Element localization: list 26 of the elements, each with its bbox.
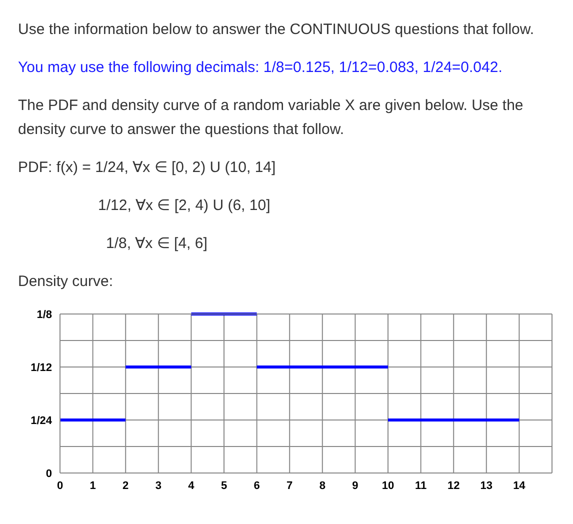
- y-tick-label: 1/12: [30, 362, 52, 374]
- x-tick-label: 1: [90, 480, 96, 492]
- x-tick-label: 5: [220, 480, 228, 492]
- text: 1/8, ∀x ∈ [4, 6]: [106, 234, 208, 254]
- x-tick-label: 2: [122, 480, 129, 492]
- chart-title: Use the information below to answer the CONTINUOUS questions that follow.: [18, 20, 536, 40]
- x-tick-label: 3: [155, 480, 162, 492]
- x-tick-label: 14: [513, 480, 526, 492]
- text: Density curve:: [18, 272, 114, 292]
- x-tick-label: 12: [447, 480, 460, 492]
- text: PDF: f(x) = 1/24, ∀x ∈ [0, 2) U (10, 14]: [18, 158, 277, 178]
- x-tick-label: 11: [414, 480, 427, 492]
- text: The PDF and density curve of a random variable X are given below. Use the density curve to answer the questions that follow.: [18, 96, 524, 140]
- x-tick-label: 0: [56, 480, 64, 492]
- x-tick-label: 9: [352, 480, 358, 492]
- y-tick-label: 1/24: [30, 414, 53, 427]
- x-tick-label: 6: [254, 480, 260, 492]
- text: 1/12, ∀x ∈ [2, 4) U (6, 10]: [98, 196, 272, 216]
- x-tick-label: 7: [286, 480, 293, 492]
- y-tick-label: 1/8: [36, 308, 52, 321]
- x-tick-label: 4: [188, 480, 196, 492]
- x-tick-label: 10: [382, 480, 394, 492]
- chart-subtitle: You may use the following decimals: 1/8=0.125, 1/12=0.083, 1/24=0.042.: [18, 58, 504, 78]
- y-tick-label: 0: [46, 468, 52, 480]
- x-tick-label: 8: [319, 480, 326, 492]
- x-tick-label: 13: [480, 480, 493, 492]
